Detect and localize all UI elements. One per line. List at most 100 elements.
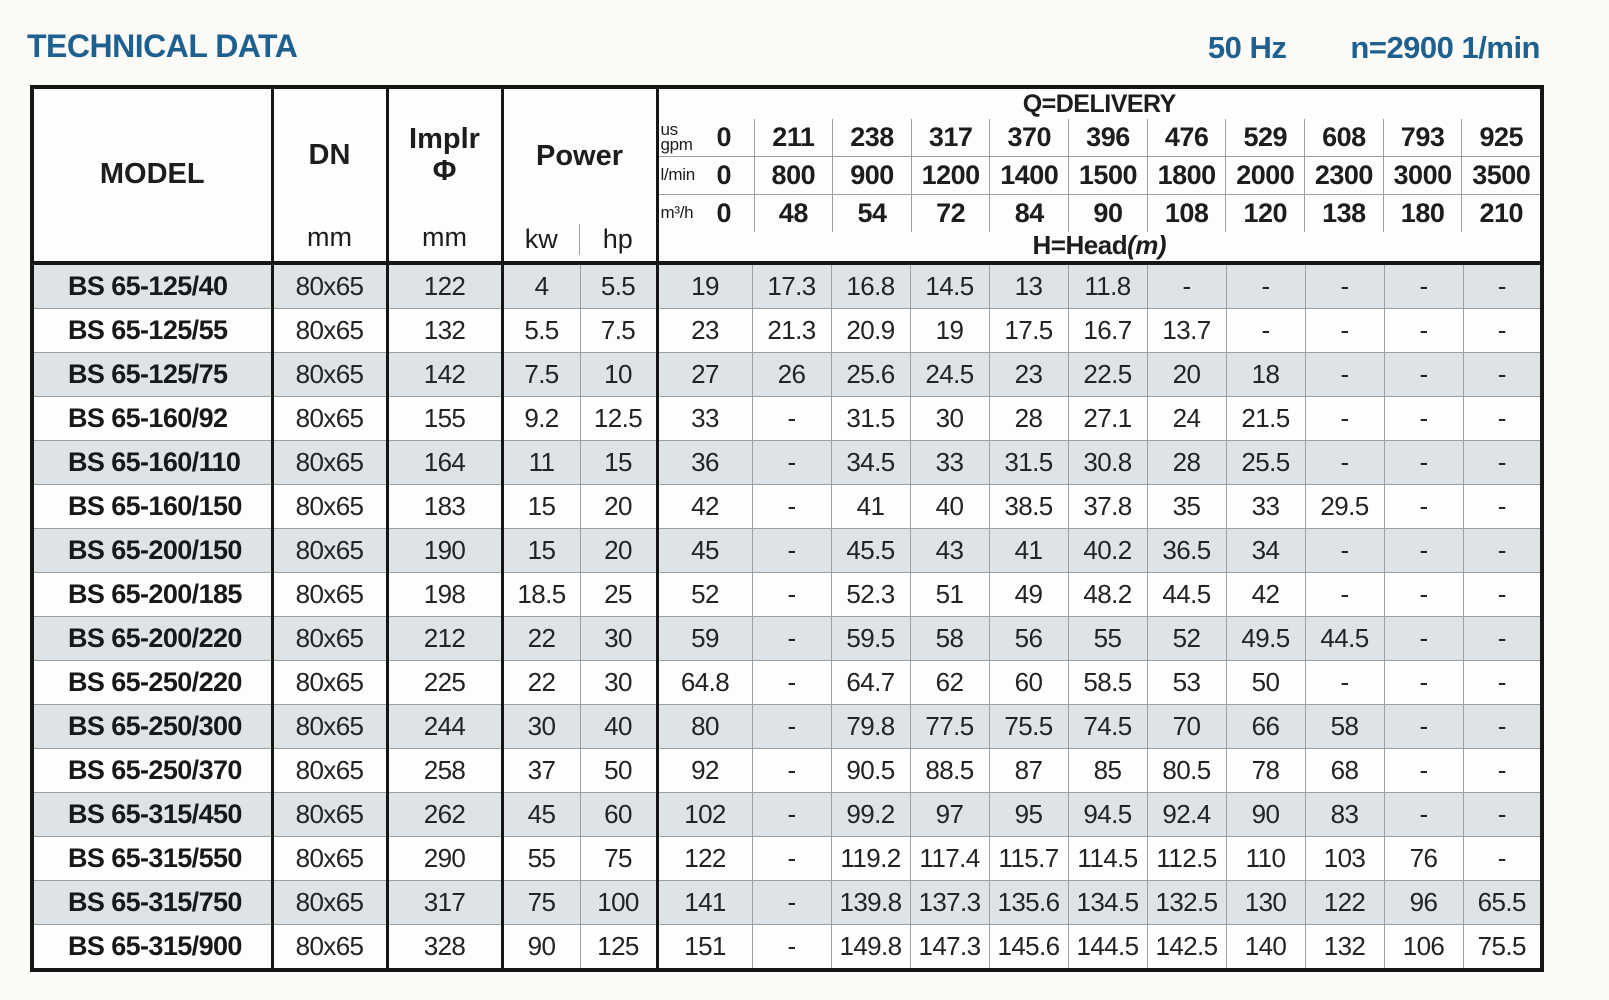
delivery-value: 54 xyxy=(832,195,911,232)
head-value-cell: - xyxy=(1304,528,1384,573)
head-value-cell: - xyxy=(1462,440,1543,485)
impeller-diameter-cell: 258 xyxy=(387,748,504,793)
head-value-cell: 59.5 xyxy=(830,616,910,661)
head-value-cell: - xyxy=(1225,263,1305,309)
head-value-cell: - xyxy=(751,528,831,573)
delivery-value: 0 xyxy=(716,160,732,190)
head-value-cell: - xyxy=(1225,308,1305,353)
head-value-cell: 68 xyxy=(1304,748,1384,793)
delivery-unit-cell: m³/h 0 xyxy=(659,195,754,232)
head-value-cell: - xyxy=(1462,308,1543,353)
power-kw-cell: 11 xyxy=(502,440,581,485)
dn-cell: 80x65 xyxy=(272,880,389,925)
head-value-cell: - xyxy=(751,484,831,529)
head-value-cell: - xyxy=(1462,396,1543,441)
head-value-cell: 25.5 xyxy=(1225,440,1305,485)
head-value-cell: - xyxy=(1304,660,1384,705)
delivery-value: 90 xyxy=(1068,195,1147,232)
power-hp-cell: 15 xyxy=(580,440,659,485)
head-value-cell: 75.5 xyxy=(988,704,1068,749)
dn-header-label: DN xyxy=(308,138,351,171)
unit-label: m³/h xyxy=(660,203,694,223)
delivery-value: 793 xyxy=(1382,119,1462,156)
table-row: BS 65-315/550 80x65 290 55 75 122-119.2 1… xyxy=(32,836,1543,881)
unit-label: us gpm xyxy=(660,120,693,154)
head-value-cell: 49.5 xyxy=(1225,616,1305,661)
head-value-cell: 87 xyxy=(988,748,1068,793)
head-value-cell: - xyxy=(1304,396,1384,441)
head-value-cell: 134.5 xyxy=(1067,880,1147,925)
power-kw-cell: 30 xyxy=(502,704,581,749)
table-row: BS 65-125/40 80x65 122 4 5.5 19 17.3 16.8 1… xyxy=(32,263,1543,309)
impeller-diameter-cell: 190 xyxy=(387,528,504,573)
head-value-cell: 76 xyxy=(1383,836,1463,881)
model-cell: BS 65-160/92 xyxy=(32,396,274,441)
table-row: BS 65-160/92 80x65 155 9.2 12.5 33-31.5 3… xyxy=(32,396,1543,441)
table-row: BS 65-315/750 80x65 317 75 100 141-139.8… xyxy=(32,880,1543,925)
head-value-cell: 78 xyxy=(1225,748,1305,793)
delivery-value: 370 xyxy=(989,119,1068,156)
power-hp-cell: 5.5 xyxy=(580,263,659,309)
head-value-cell: 59 xyxy=(657,616,752,661)
delivery-value: 2000 xyxy=(1225,157,1304,194)
head-value-cell: 19 xyxy=(657,263,752,309)
delivery-value: 396 xyxy=(1068,119,1147,156)
model-cell: BS 65-125/75 xyxy=(32,352,274,397)
head-value-cell: - xyxy=(751,880,831,925)
power-hp-unit-label: hp xyxy=(579,224,656,255)
head-value-cell: 75.5 xyxy=(1462,924,1543,970)
head-value-cell: 44.5 xyxy=(1304,616,1384,661)
power-hp-cell: 25 xyxy=(580,572,659,617)
head-value-cell: 40 xyxy=(909,484,989,529)
delivery-value: 210 xyxy=(1461,195,1540,232)
head-value-cell: 130 xyxy=(1225,880,1305,925)
delivery-value: 1200 xyxy=(910,157,990,194)
head-value-cell: 21.3 xyxy=(751,308,831,353)
head-value-cell: 13.7 xyxy=(1146,308,1226,353)
head-value-cell: 34 xyxy=(1225,528,1305,573)
head-value-cell: 96 xyxy=(1383,880,1463,925)
power-kw-cell: 37 xyxy=(502,748,581,793)
delivery-value: 3000 xyxy=(1382,157,1462,194)
power-kw-cell: 22 xyxy=(502,616,581,661)
delivery-value: 1400 xyxy=(989,157,1068,194)
head-value-cell: - xyxy=(1304,263,1384,309)
head-value-cell: 27.1 xyxy=(1067,396,1147,441)
head-value-cell: 106 xyxy=(1383,924,1463,970)
head-value-cell: 18 xyxy=(1225,352,1305,397)
head-value-cell: 30 xyxy=(909,396,989,441)
head-value-cell: - xyxy=(1383,440,1463,485)
head-unit-text: (m) xyxy=(1127,230,1167,260)
delivery-value: 2300 xyxy=(1304,157,1383,194)
head-value-cell: - xyxy=(1462,660,1543,705)
head-value-cell: 114.5 xyxy=(1067,836,1147,881)
head-value-cell: 52.3 xyxy=(830,572,910,617)
impeller-diameter-cell: 142 xyxy=(387,352,504,397)
delivery-value: 317 xyxy=(910,119,990,156)
head-value-cell: 90 xyxy=(1225,792,1305,837)
model-cell: BS 65-200/185 xyxy=(32,572,274,617)
power-kw-cell: 9.2 xyxy=(502,396,581,441)
head-value-cell: 13 xyxy=(988,263,1068,309)
head-value-cell: 51 xyxy=(909,572,989,617)
header-specs: 50 Hz n=2900 1/min xyxy=(1208,30,1541,66)
speed-label: n=2900 1/min xyxy=(1350,30,1540,65)
head-value-cell: 132.5 xyxy=(1146,880,1226,925)
delivery-value: 120 xyxy=(1225,195,1304,232)
model-cell: BS 65-160/110 xyxy=(32,440,274,485)
impeller-diameter-cell: 328 xyxy=(387,924,504,970)
head-value-cell: - xyxy=(1462,704,1543,749)
head-value-cell: - xyxy=(1304,572,1384,617)
head-value-cell: 21.5 xyxy=(1225,396,1305,441)
model-cell: BS 65-250/370 xyxy=(32,748,274,793)
head-value-cell: 23 xyxy=(988,352,1068,397)
head-value-cell: - xyxy=(751,924,831,970)
dn-cell: 80x65 xyxy=(272,352,389,397)
head-value-cell: 94.5 xyxy=(1067,792,1147,837)
head-value-cell: 24 xyxy=(1146,396,1226,441)
delivery-unit-row: l/min 0 800 900 1200 1400 1500 1800 2000 2300 3000… xyxy=(658,156,1541,194)
dn-cell: 80x65 xyxy=(272,528,389,573)
delivery-value: 476 xyxy=(1146,119,1226,156)
dn-cell: 80x65 xyxy=(272,704,389,749)
head-value-cell: - xyxy=(1462,748,1543,793)
